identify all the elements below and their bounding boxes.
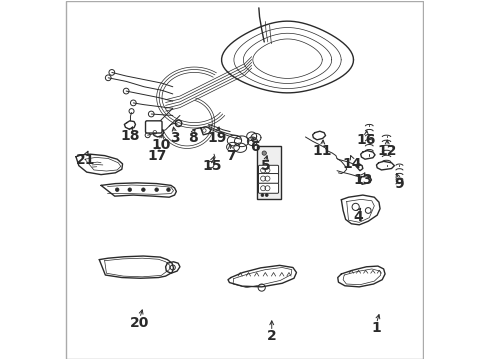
Text: 5: 5: [260, 159, 270, 174]
Circle shape: [128, 188, 131, 192]
Text: 11: 11: [312, 144, 332, 158]
Text: 1: 1: [371, 321, 381, 335]
Text: 13: 13: [352, 173, 372, 187]
Circle shape: [262, 151, 266, 155]
FancyBboxPatch shape: [258, 174, 278, 184]
Circle shape: [261, 194, 264, 197]
Text: 18: 18: [121, 129, 140, 143]
Text: 6: 6: [250, 140, 260, 154]
Text: 14: 14: [342, 157, 361, 171]
Circle shape: [142, 188, 145, 192]
Text: 20: 20: [130, 316, 149, 330]
FancyBboxPatch shape: [258, 183, 278, 193]
Circle shape: [166, 188, 170, 192]
FancyBboxPatch shape: [145, 121, 162, 133]
Text: 4: 4: [352, 210, 362, 224]
Circle shape: [155, 188, 158, 192]
Text: 9: 9: [393, 177, 403, 190]
Circle shape: [265, 194, 267, 197]
Text: 12: 12: [377, 144, 396, 158]
Text: 8: 8: [187, 131, 197, 145]
Text: 19: 19: [207, 131, 226, 145]
FancyBboxPatch shape: [256, 145, 281, 199]
FancyBboxPatch shape: [258, 165, 278, 175]
Text: 15: 15: [202, 159, 222, 173]
Text: 3: 3: [169, 131, 179, 145]
Text: 17: 17: [147, 149, 166, 163]
Text: 16: 16: [356, 133, 375, 147]
Text: 10: 10: [151, 138, 171, 152]
Text: 2: 2: [266, 329, 276, 343]
Text: 7: 7: [225, 149, 235, 163]
Text: 21: 21: [76, 153, 96, 167]
Circle shape: [115, 188, 119, 192]
